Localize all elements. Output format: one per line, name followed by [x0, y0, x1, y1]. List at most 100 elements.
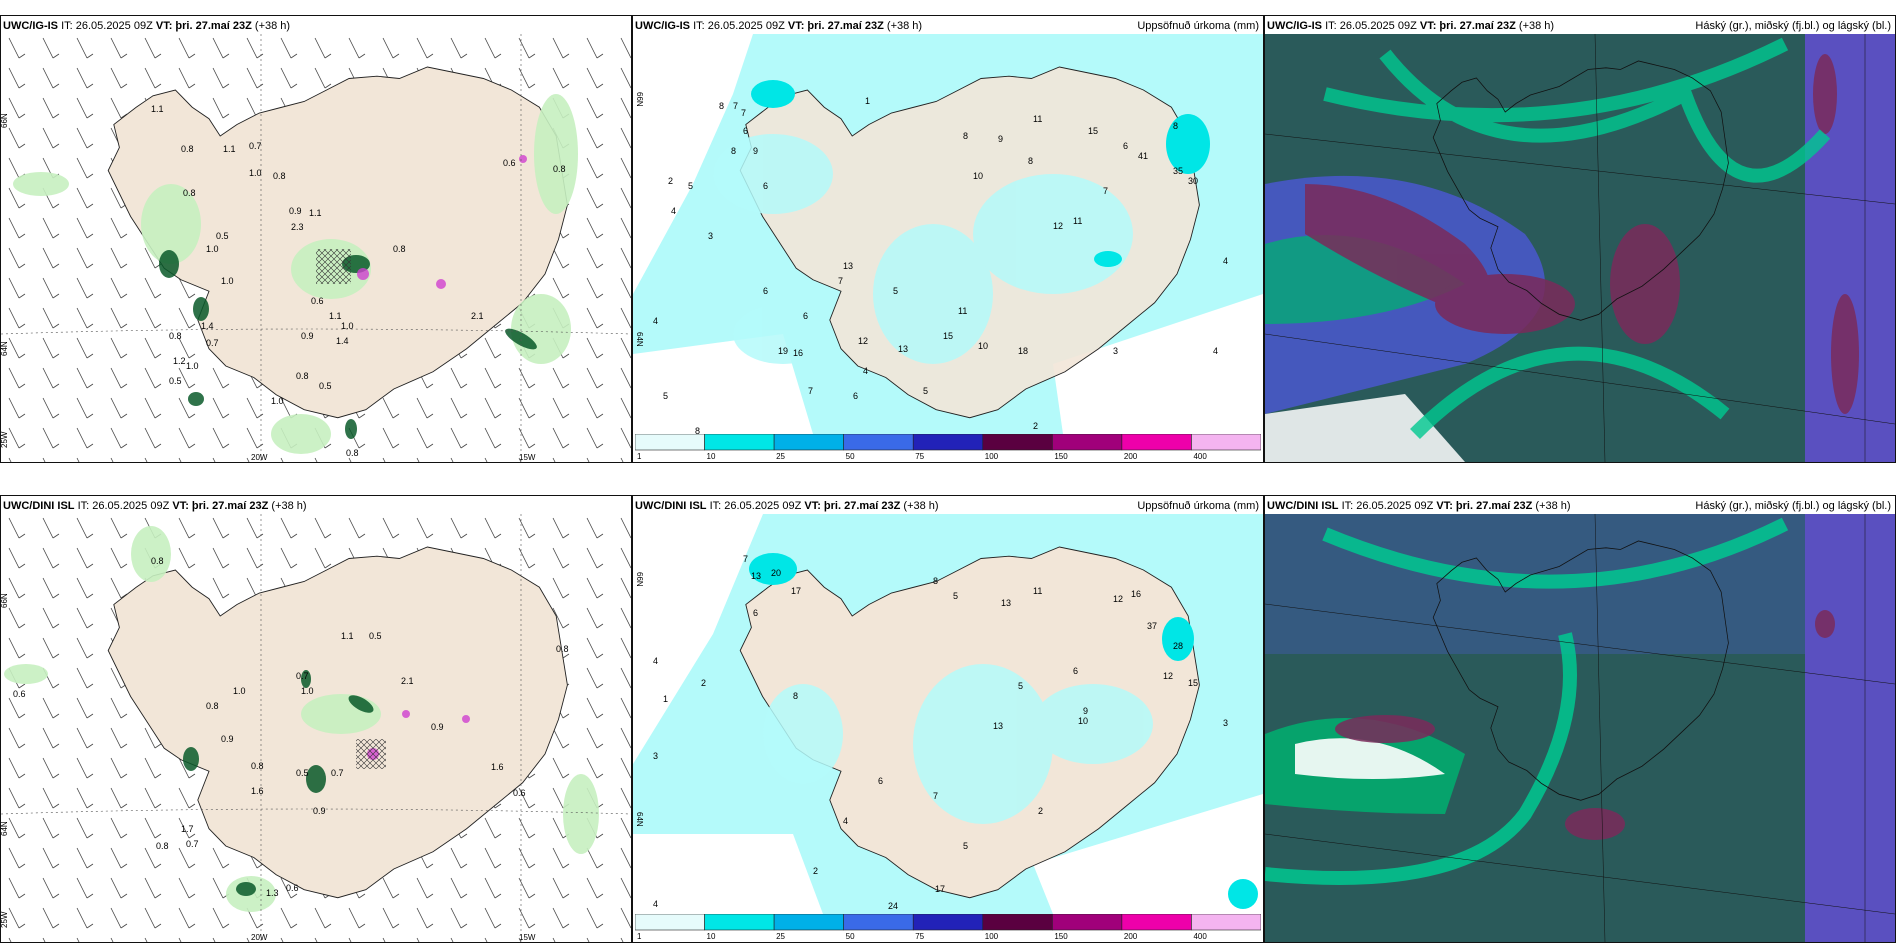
colorbar-segment: [913, 914, 983, 930]
svg-text:1.1: 1.1: [309, 208, 322, 218]
svg-text:25W: 25W: [1, 911, 9, 928]
svg-text:0.6: 0.6: [13, 689, 26, 699]
svg-text:0.5: 0.5: [369, 631, 382, 641]
colorbar-segment: [705, 434, 775, 450]
svg-text:2: 2: [701, 678, 706, 688]
svg-text:1.1: 1.1: [341, 631, 354, 641]
wind-precip-map: 1.1 0.8 1.1 0.7 1.0 0.8 0.9 1.1 2.3 0.8 …: [1, 34, 631, 462]
svg-text:10: 10: [978, 341, 988, 351]
svg-text:24: 24: [888, 901, 898, 911]
colorbar-tick-label: 400: [1193, 932, 1207, 940]
svg-text:4: 4: [653, 656, 658, 666]
svg-text:5: 5: [1018, 681, 1023, 691]
svg-text:5: 5: [688, 181, 693, 191]
colorbar-segment: [705, 914, 775, 930]
svg-text:1.0: 1.0: [233, 686, 246, 696]
svg-text:8: 8: [963, 131, 968, 141]
svg-text:0.6: 0.6: [311, 296, 324, 306]
colorbar-tick-label: 400: [1193, 452, 1207, 460]
svg-text:0.5: 0.5: [216, 231, 229, 241]
svg-text:5: 5: [963, 841, 968, 851]
svg-text:1.0: 1.0: [341, 321, 354, 331]
svg-text:64N: 64N: [635, 332, 644, 347]
svg-text:35: 35: [1173, 166, 1183, 176]
colorbar-segment: [774, 434, 844, 450]
svg-text:2.1: 2.1: [471, 311, 484, 321]
colorbar-segment: [1191, 434, 1261, 450]
svg-text:0.8: 0.8: [156, 841, 169, 851]
svg-text:13: 13: [1001, 598, 1011, 608]
svg-text:0.7: 0.7: [186, 839, 199, 849]
svg-text:0.8: 0.8: [273, 171, 286, 181]
svg-text:12: 12: [1053, 221, 1063, 231]
svg-text:0.9: 0.9: [289, 206, 302, 216]
colorbar-segment: [1191, 914, 1261, 930]
svg-text:7: 7: [733, 101, 738, 111]
map-panel-dini-clouds: UWC/DINI ISL IT: 26.05.2025 09Z VT: þri.…: [1264, 495, 1896, 943]
svg-text:1.4: 1.4: [336, 336, 349, 346]
svg-text:8: 8: [1173, 121, 1178, 131]
colorbar-tick-label: 1: [637, 452, 642, 460]
svg-text:30: 30: [1188, 176, 1198, 186]
svg-text:0.8: 0.8: [556, 644, 569, 654]
svg-text:1.1: 1.1: [151, 104, 164, 114]
svg-text:6: 6: [1073, 666, 1078, 676]
svg-text:1.0: 1.0: [221, 276, 234, 286]
svg-text:1.4: 1.4: [201, 321, 214, 331]
svg-text:15: 15: [943, 331, 953, 341]
svg-text:11: 11: [1073, 216, 1082, 226]
svg-text:3: 3: [1223, 718, 1228, 728]
svg-text:1.0: 1.0: [301, 686, 314, 696]
colorbar-tick-label: 25: [776, 452, 785, 460]
svg-text:7: 7: [933, 791, 938, 801]
svg-text:13: 13: [993, 721, 1003, 731]
panel-header: UWC/IG-IS IT: 26.05.2025 09Z VT: þri. 27…: [635, 19, 1259, 33]
svg-text:0.8: 0.8: [393, 244, 406, 254]
svg-text:4: 4: [843, 816, 848, 826]
svg-text:4: 4: [653, 316, 658, 326]
svg-text:11: 11: [958, 306, 967, 316]
svg-text:28: 28: [1173, 641, 1183, 651]
svg-text:4: 4: [671, 206, 676, 216]
cloud-cover-map: [1265, 34, 1895, 462]
svg-text:9: 9: [753, 146, 758, 156]
svg-text:20W: 20W: [251, 933, 268, 942]
colorbar-tick-label: 50: [846, 452, 855, 460]
svg-text:0.8: 0.8: [183, 188, 196, 198]
svg-text:19: 19: [778, 346, 788, 356]
colorbar-segment: [635, 914, 705, 930]
svg-text:4: 4: [1213, 346, 1218, 356]
colorbar-tick-label: 200: [1124, 452, 1138, 460]
svg-text:0.7: 0.7: [206, 338, 219, 348]
cloud-cover-map: [1265, 514, 1895, 942]
svg-text:12: 12: [1113, 594, 1123, 604]
colorbar-tick-label: 100: [985, 932, 999, 940]
svg-text:1.3: 1.3: [266, 888, 279, 898]
svg-text:0.8: 0.8: [151, 556, 164, 566]
svg-text:13: 13: [898, 344, 908, 354]
svg-text:0.8: 0.8: [346, 448, 359, 458]
precip-map: 7 6 9 8 5 1 6 8 7 4 3 2 4 5 6 10 13 8 8 …: [633, 34, 1263, 462]
svg-text:1.0: 1.0: [206, 244, 219, 254]
svg-text:15W: 15W: [519, 453, 536, 462]
svg-text:10: 10: [973, 171, 983, 181]
svg-text:0.7: 0.7: [296, 671, 309, 681]
svg-text:6: 6: [763, 286, 768, 296]
svg-text:0.9: 0.9: [313, 806, 326, 816]
svg-text:10: 10: [1078, 716, 1088, 726]
svg-text:41: 41: [1138, 151, 1148, 161]
map-panel-dini-wind: UWC/DINI ISL IT: 26.05.2025 09Z VT: þri.…: [0, 495, 632, 943]
svg-text:0.8: 0.8: [251, 761, 264, 771]
svg-text:0.6: 0.6: [503, 158, 516, 168]
svg-text:20: 20: [771, 568, 781, 578]
colorbar-tick-label: 75: [915, 932, 924, 940]
svg-text:6: 6: [743, 126, 748, 136]
svg-text:5: 5: [923, 386, 928, 396]
map-panel-ig-wind: UWC/IG-IS IT: 26.05.2025 09Z VT: þri. 27…: [0, 15, 632, 463]
svg-text:7: 7: [743, 554, 748, 564]
svg-text:11: 11: [1033, 114, 1042, 124]
svg-text:64N: 64N: [1, 341, 9, 356]
svg-text:6: 6: [878, 776, 883, 786]
svg-text:13: 13: [751, 571, 761, 581]
svg-text:1.6: 1.6: [491, 762, 504, 772]
